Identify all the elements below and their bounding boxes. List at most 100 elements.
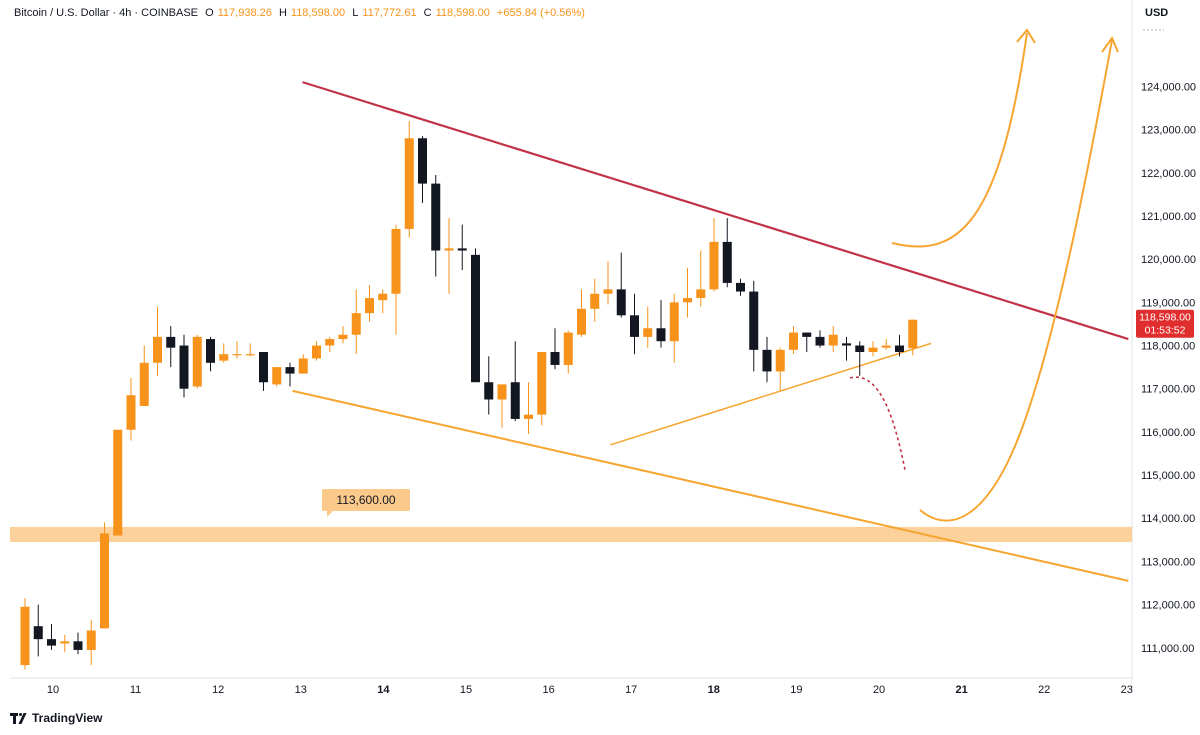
candle-body <box>749 291 759 350</box>
price-tick-label: 114,000.00 <box>1141 513 1195 525</box>
candle-body <box>232 354 242 356</box>
time-tick-label: 18 <box>708 684 720 696</box>
candle-body <box>245 354 255 356</box>
symbol-label: Bitcoin / U.S. Dollar · 4h · COINBASE <box>14 7 198 19</box>
candle <box>630 293 639 355</box>
candle-body <box>100 533 109 629</box>
candle <box>696 250 706 307</box>
candle <box>192 334 202 389</box>
candle <box>709 218 719 292</box>
candle <box>484 356 494 415</box>
price-tick-label: 113,000.00 <box>1141 556 1195 568</box>
candle <box>219 343 229 363</box>
candle-body <box>113 429 123 536</box>
candle <box>895 334 904 357</box>
open-value: 117,938.26 <box>217 7 272 19</box>
candle-body <box>802 332 812 337</box>
candle-body <box>86 630 96 650</box>
candle-body <box>312 345 321 359</box>
time-tick-label: 12 <box>212 684 224 696</box>
candle <box>285 362 295 387</box>
candle <box>815 330 825 348</box>
candle-body <box>722 241 732 283</box>
candle <box>47 624 56 650</box>
time-tick-label: 10 <box>47 684 59 696</box>
low-label: L <box>352 7 359 19</box>
candle <box>736 278 745 296</box>
currency-label[interactable]: USD <box>1145 7 1169 19</box>
candle <box>762 336 772 383</box>
candle <box>312 341 321 361</box>
candle <box>577 289 586 337</box>
candle-body <box>206 339 215 363</box>
candle-body <box>537 352 547 415</box>
price-tick-label: 120,000.00 <box>1141 254 1196 266</box>
candle-body <box>47 639 56 646</box>
candle <box>643 306 653 348</box>
candle <box>153 306 162 376</box>
candle-body <box>630 315 639 337</box>
candle <box>722 218 732 288</box>
candle <box>20 598 30 670</box>
time-tick-label: 13 <box>295 684 307 696</box>
candle <box>537 352 547 426</box>
candle-body <box>338 334 348 340</box>
candle-body <box>815 336 825 346</box>
price-tick-label: 115,000.00 <box>1141 470 1195 482</box>
candle <box>563 330 573 374</box>
candle-body <box>709 241 719 290</box>
candle-body <box>391 228 401 294</box>
candle-body <box>842 343 851 346</box>
zone-label-badge: 113,600.00 <box>322 489 410 517</box>
candle <box>60 634 70 653</box>
candle-body <box>431 183 441 251</box>
last-price-value: 118,598.00 <box>1139 312 1191 324</box>
candle <box>789 326 798 355</box>
candle <box>590 278 600 322</box>
candle-body <box>696 289 706 299</box>
candle-body <box>736 282 745 292</box>
candle-body <box>563 332 573 365</box>
low-value: 117,772.61 <box>362 7 417 19</box>
time-tick-label: 16 <box>542 684 554 696</box>
candle <box>775 347 785 391</box>
candle <box>245 343 255 357</box>
price-tick-label: 121,000.00 <box>1141 211 1196 223</box>
support-zone <box>10 526 1132 542</box>
candle-body <box>669 302 679 342</box>
candle-body <box>272 367 282 385</box>
tradingview-brand: TradingView <box>32 711 103 725</box>
projection-arrow-lower <box>919 39 1113 522</box>
candle <box>378 289 388 314</box>
candle-body <box>33 626 43 640</box>
candle-body <box>179 345 189 389</box>
candle-body <box>73 641 83 650</box>
candle <box>126 377 136 441</box>
candle <box>471 248 480 383</box>
price-tick-label: 122,000.00 <box>1141 168 1196 180</box>
candle <box>232 341 242 359</box>
candle <box>404 120 414 238</box>
time-tick-label: 20 <box>873 684 885 696</box>
candle-body <box>471 254 480 383</box>
candle <box>298 354 308 374</box>
candle-body <box>60 641 70 644</box>
candle-body <box>404 138 414 229</box>
candle <box>365 285 374 322</box>
time-tick-label: 17 <box>625 684 637 696</box>
candle-body <box>298 358 308 374</box>
projection-arrowhead-upper <box>1016 28 1036 44</box>
time-tick-label: 19 <box>790 684 802 696</box>
bar-countdown: 01:53:52 <box>1145 325 1186 337</box>
candle-body <box>166 336 176 348</box>
candle-body <box>656 328 666 342</box>
candle-body <box>762 349 772 372</box>
candle-body <box>126 395 136 430</box>
candle-body <box>524 414 533 419</box>
price-tick-label: 119,000.00 <box>1141 297 1195 309</box>
trendline-inner-support <box>610 342 932 446</box>
candle-body <box>868 347 878 352</box>
candle-body <box>444 248 454 251</box>
candle-body <box>908 319 918 349</box>
